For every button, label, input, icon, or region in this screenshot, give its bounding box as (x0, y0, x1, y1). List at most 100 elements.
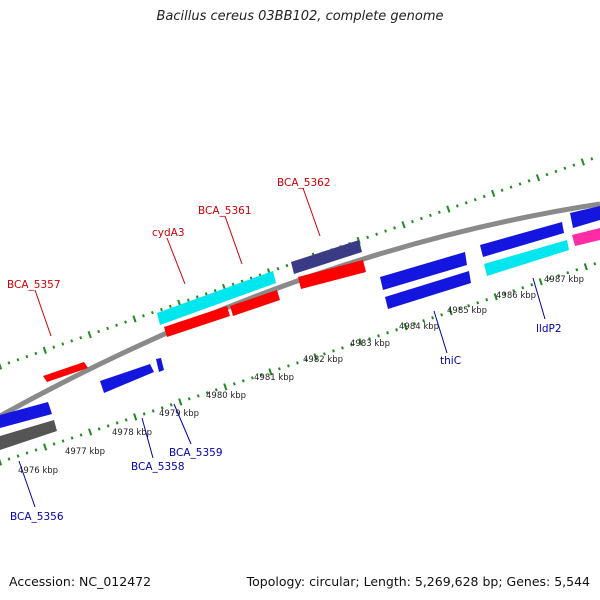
scale-tick (232, 382, 236, 386)
scale-tick (0, 458, 3, 466)
scale-tick (485, 298, 489, 302)
scale-tick (375, 232, 379, 236)
gene-feature[interactable] (157, 271, 276, 325)
leader-line (433, 310, 448, 354)
scale-tick (518, 182, 522, 186)
gene-feature[interactable] (291, 240, 362, 274)
scale-tick (358, 338, 363, 346)
scale-tick (52, 442, 56, 446)
scale-tick (366, 235, 370, 239)
gene-feature[interactable] (385, 271, 471, 309)
scale-tick (437, 210, 441, 214)
inner-scale-ticks (0, 262, 597, 466)
gene-label-bca-5362[interactable]: BCA_5362 (277, 177, 331, 189)
gene-feature[interactable] (380, 252, 467, 290)
scale-tick (97, 329, 101, 334)
scale-tick (204, 292, 208, 296)
gene-label-bca-5357[interactable]: BCA_5357 (7, 279, 61, 291)
scale-tick (413, 322, 416, 326)
scale-tick (151, 310, 154, 315)
gene-feature[interactable] (570, 206, 600, 228)
gene-labels: BCA_5357 cydA3 BCA_5361 BCA_5362 BCA_535… (7, 177, 562, 523)
gene-label-thic[interactable]: thiC (440, 355, 461, 367)
scale-tick (241, 379, 245, 383)
map-title: Bacillus cereus 03BB102, complete genome (156, 9, 444, 24)
scale-label: 4981 kbp (254, 373, 294, 383)
gene-feature[interactable] (298, 260, 366, 289)
leader-line (141, 417, 154, 459)
scale-tick (287, 364, 290, 368)
gene-label-cyda3[interactable]: cydA3 (152, 227, 185, 239)
scale-tick (16, 358, 20, 362)
scale-tick (467, 304, 471, 308)
scale-tick (25, 451, 29, 455)
gene-feature[interactable] (156, 358, 164, 372)
scale-label: 4984 kbp (399, 322, 439, 332)
scale-tick (332, 349, 335, 353)
scale-tick (455, 204, 459, 208)
scale-tick (169, 403, 173, 407)
gene-label-lldp2[interactable]: lldP2 (536, 323, 562, 335)
scale-tick (133, 413, 138, 421)
gene-label-bca-5356[interactable]: BCA_5356 (10, 511, 64, 523)
scale-tick (411, 219, 414, 224)
gene-feature[interactable] (43, 362, 88, 382)
scale-tick (500, 188, 504, 192)
scale-tick (213, 289, 217, 293)
gene-label-bca-5358[interactable]: BCA_5358 (131, 461, 185, 473)
gene-feature[interactable] (484, 240, 569, 276)
scale-label: 4983 kbp (350, 339, 390, 349)
leader-line (302, 187, 321, 237)
scale-tick (52, 345, 56, 349)
gene-feature[interactable] (480, 222, 564, 257)
gene-feature[interactable] (164, 306, 230, 337)
scale-tick (296, 361, 299, 365)
scale-tick (313, 353, 318, 361)
leader-line (166, 237, 186, 285)
scale-tick (250, 376, 254, 380)
scale-tick (61, 342, 65, 346)
scale-tick (575, 268, 579, 272)
gene-feature[interactable] (100, 364, 154, 393)
scale-tick (61, 439, 65, 443)
gene-feature[interactable] (230, 290, 280, 316)
scale-tick (420, 216, 423, 221)
scale-tick (142, 412, 146, 416)
scale-tick (557, 274, 561, 278)
scale-label: 4978 kbp (112, 428, 152, 438)
scale-tick (205, 391, 209, 395)
scale-tick (572, 163, 576, 167)
scale-tick (341, 346, 344, 350)
scale-label: 4986 kbp (496, 291, 536, 301)
scale-tick (401, 221, 406, 229)
scale-tick (458, 307, 462, 311)
scale-tick (521, 286, 525, 290)
gene-feature[interactable] (572, 228, 600, 246)
scale-tick (159, 307, 163, 312)
scale-tick (178, 398, 183, 406)
gene-feature[interactable] (0, 420, 57, 450)
leader-line (224, 215, 243, 265)
scale-tick (386, 331, 389, 335)
scale-tick (593, 262, 597, 266)
scale-tick (530, 283, 534, 287)
scale-tick (440, 313, 444, 317)
scale-tick (34, 351, 38, 356)
scale-tick (231, 282, 235, 287)
scale-tick (214, 388, 218, 392)
scale-label: 4982 kbp (303, 355, 343, 365)
leader-line (18, 460, 36, 508)
scale-label: 4979 kbp (159, 409, 199, 419)
gene-label-bca-5361[interactable]: BCA_5361 (198, 205, 252, 217)
scale-tick (350, 343, 353, 347)
scale-tick (384, 229, 387, 233)
gene-feature[interactable] (0, 402, 52, 428)
scale-label: 4987 kbp (544, 275, 584, 285)
scale-tick (195, 295, 199, 299)
scale-tick (25, 354, 29, 359)
scale-tick (196, 394, 200, 398)
scale-tick (482, 194, 486, 199)
scale-tick (186, 298, 190, 302)
scale-tick (583, 263, 588, 271)
gene-label-bca-5359[interactable]: BCA_5359 (169, 447, 223, 459)
